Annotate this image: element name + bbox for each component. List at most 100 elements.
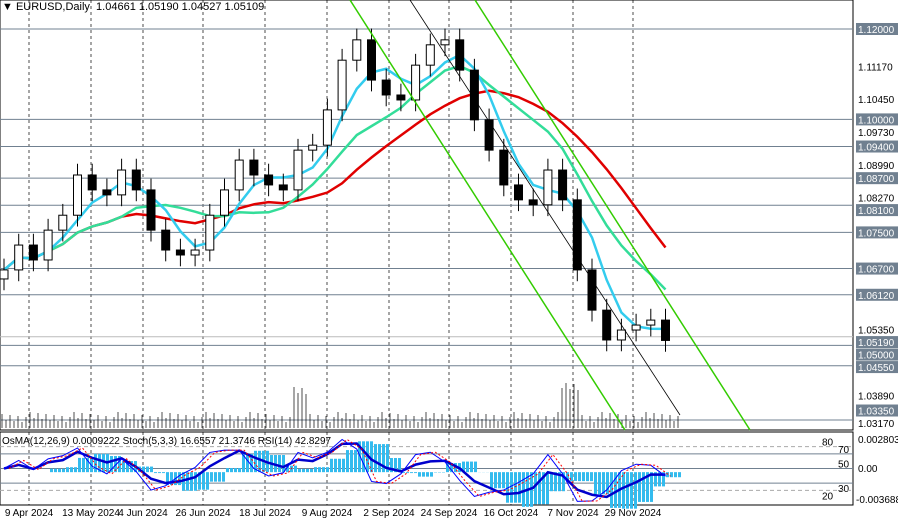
osma-bar bbox=[370, 441, 373, 473]
osma-bar bbox=[522, 472, 525, 507]
osma-bar bbox=[58, 468, 61, 473]
level-label: 1.04550 bbox=[858, 363, 895, 374]
indicator-level-label: 30 bbox=[838, 484, 850, 495]
candle bbox=[175, 249, 185, 256]
candle bbox=[308, 144, 318, 151]
level-label: 1.09400 bbox=[858, 143, 895, 154]
candle bbox=[455, 39, 465, 71]
price-tick: 1.08270 bbox=[858, 194, 895, 205]
candle bbox=[396, 94, 406, 101]
osma-bar bbox=[210, 472, 213, 482]
price-tick: 1.08990 bbox=[858, 161, 895, 172]
osma-bar bbox=[622, 472, 625, 509]
osma-bar bbox=[142, 466, 145, 473]
osma-bar bbox=[54, 468, 57, 473]
candle bbox=[87, 174, 97, 191]
osma-bar bbox=[574, 472, 577, 481]
indicator-level-label: 70 bbox=[838, 445, 850, 456]
osma-bar bbox=[342, 458, 345, 473]
price-tick: 1.03170 bbox=[858, 419, 895, 430]
osma-bar bbox=[570, 472, 573, 481]
candle bbox=[0, 269, 9, 280]
osma-bar bbox=[490, 472, 493, 489]
candle bbox=[602, 309, 612, 341]
osma-bar bbox=[82, 457, 85, 473]
osma-bar bbox=[426, 472, 429, 477]
candle bbox=[558, 169, 568, 201]
candle bbox=[58, 214, 68, 231]
level-box bbox=[856, 226, 898, 239]
osma-bar bbox=[98, 453, 101, 473]
candle bbox=[293, 149, 303, 191]
level-label: 1.03350 bbox=[858, 407, 895, 418]
candle bbox=[440, 39, 450, 46]
osma-bar bbox=[446, 463, 449, 473]
osma-bar bbox=[510, 472, 513, 503]
osma-bar bbox=[558, 472, 561, 492]
osma-bar bbox=[326, 467, 329, 473]
osma-bar bbox=[610, 472, 613, 508]
osma-bar bbox=[214, 472, 217, 482]
candle bbox=[381, 79, 391, 96]
candle bbox=[131, 169, 141, 191]
osma-bar bbox=[330, 458, 333, 473]
osma-bar bbox=[146, 466, 149, 473]
osma-bar bbox=[534, 472, 537, 505]
osma-bar bbox=[94, 453, 97, 473]
osma-bar bbox=[654, 472, 657, 487]
level-box bbox=[856, 204, 898, 217]
osma-min-label: -0.003688 bbox=[856, 495, 898, 506]
osma-bar bbox=[394, 458, 397, 473]
osma-bar bbox=[238, 468, 241, 473]
indicator-level-label: 20 bbox=[822, 491, 834, 502]
osma-bar bbox=[494, 472, 497, 489]
candle bbox=[102, 189, 112, 196]
osma-bar bbox=[402, 472, 405, 474]
candle bbox=[14, 244, 24, 271]
level-label: 1.08700 bbox=[858, 174, 895, 185]
price-tick: 1.09730 bbox=[858, 128, 895, 139]
osma-bar bbox=[662, 472, 665, 487]
candle bbox=[146, 189, 156, 231]
osma-bar bbox=[634, 472, 637, 509]
osma-bar bbox=[122, 461, 125, 473]
osma-bar bbox=[166, 472, 169, 486]
osma-bar bbox=[550, 472, 553, 492]
osma-bar bbox=[286, 465, 289, 473]
osma-bar bbox=[422, 472, 425, 477]
osma-bar bbox=[162, 472, 165, 474]
osma-bar bbox=[206, 472, 209, 490]
osma-bar bbox=[310, 468, 313, 473]
osma-bar bbox=[190, 472, 193, 491]
date-label: 9 Aug 2024 bbox=[302, 508, 353, 519]
osma-bar bbox=[602, 472, 605, 495]
osma-bar bbox=[74, 467, 77, 473]
osma-bar bbox=[514, 472, 517, 503]
osma-bar bbox=[650, 472, 653, 502]
osma-bar bbox=[410, 472, 413, 474]
indicator-label: OsMA(12,26,9) 0.0009222 Stoch(5,3,3) 16.… bbox=[2, 436, 332, 447]
trend-channel-line bbox=[474, 0, 751, 431]
price-tick: 1.05350 bbox=[858, 326, 895, 337]
level-label: 1.12000 bbox=[858, 25, 895, 36]
candle bbox=[646, 319, 656, 326]
osma-bar bbox=[202, 472, 205, 490]
level-box bbox=[856, 140, 898, 153]
osma-bar bbox=[626, 472, 629, 509]
osma-bar bbox=[374, 444, 377, 473]
osma-bar bbox=[318, 467, 321, 473]
date-label: 9 Apr 2024 bbox=[5, 508, 54, 519]
osma-bar bbox=[178, 472, 181, 486]
osma-bar bbox=[582, 472, 585, 482]
osma-bar bbox=[562, 472, 565, 492]
candle bbox=[73, 174, 82, 216]
osma-bar bbox=[250, 453, 253, 473]
osma-bar bbox=[538, 472, 541, 505]
level-label: 1.07500 bbox=[858, 228, 895, 239]
osma-bar bbox=[126, 461, 129, 473]
osma-bar bbox=[614, 472, 617, 508]
date-label: 2 Sep 2024 bbox=[363, 508, 415, 519]
candle bbox=[616, 329, 626, 341]
